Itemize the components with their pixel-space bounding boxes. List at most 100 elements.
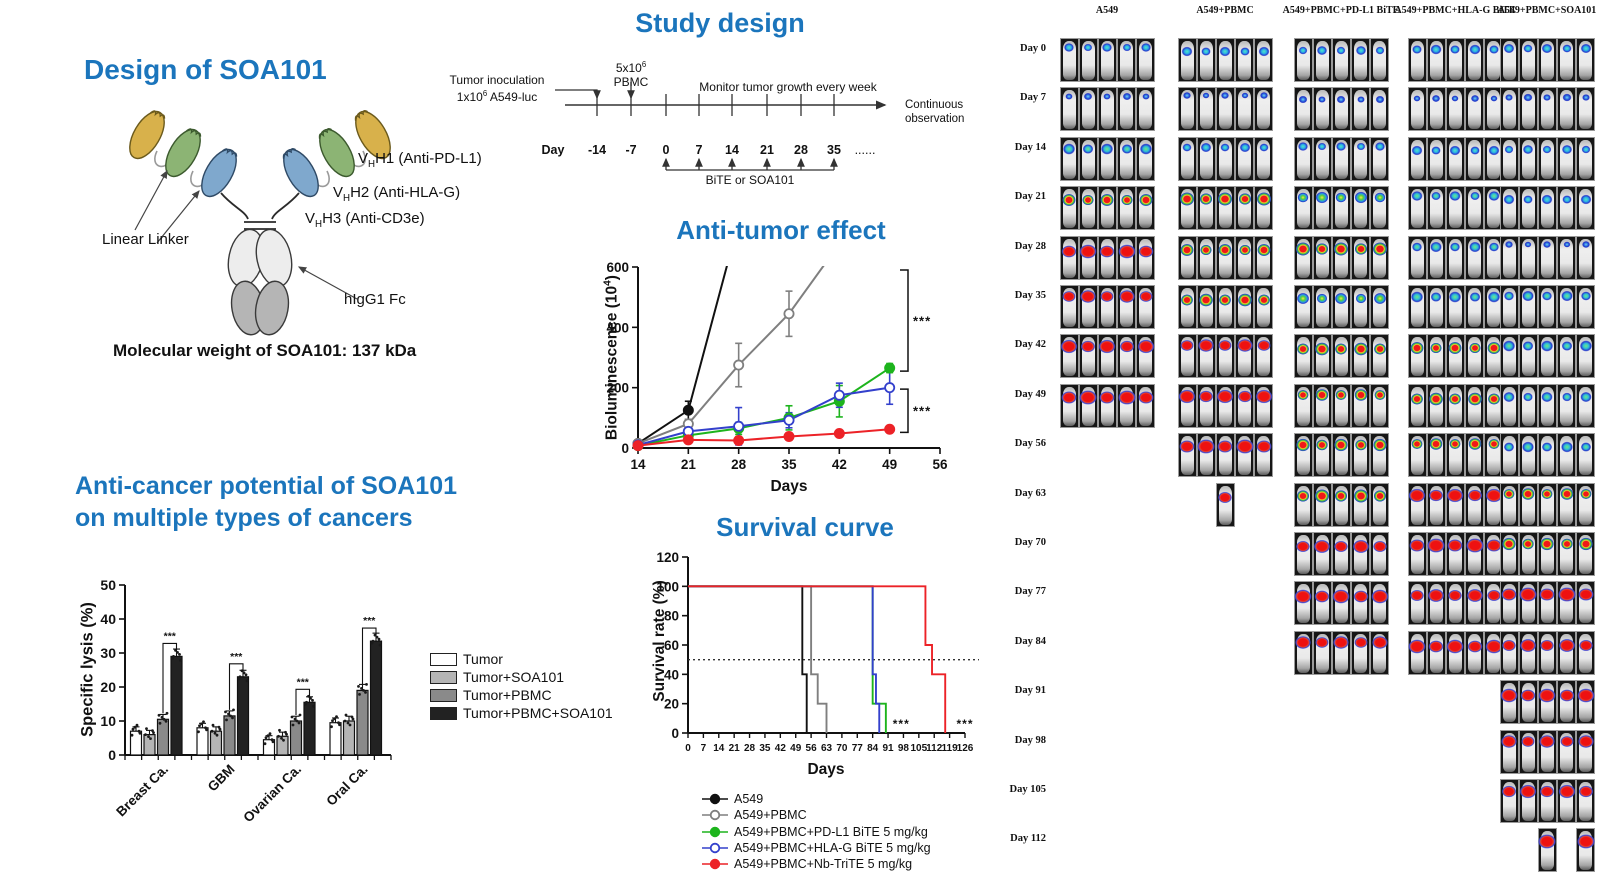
mouse-image bbox=[1098, 334, 1117, 379]
tumor-signal-spot bbox=[1580, 291, 1591, 301]
tumor-signal-spot bbox=[1577, 734, 1594, 748]
mouse-image bbox=[1294, 285, 1313, 329]
mouse-image bbox=[1538, 383, 1557, 428]
tumor-signal-spot bbox=[1579, 340, 1592, 352]
mouse-image bbox=[1484, 87, 1503, 132]
timeline-day-word: Day bbox=[542, 143, 565, 157]
mouse-image bbox=[1408, 186, 1427, 231]
tumor-signal-spot bbox=[1561, 144, 1572, 154]
tumor-signal-spot bbox=[1539, 734, 1556, 748]
tumor-signal-spot bbox=[1524, 241, 1532, 248]
tumor-signal-spot bbox=[1411, 145, 1423, 156]
mouse-body bbox=[1139, 90, 1152, 130]
scatter-dot bbox=[312, 704, 315, 708]
y-tick-label: 0 bbox=[671, 726, 679, 741]
mouse-image bbox=[1408, 581, 1427, 626]
x-tick-label: 14 bbox=[713, 743, 725, 754]
tumor-signal-spot bbox=[1102, 43, 1113, 52]
y-tick-label: 100 bbox=[656, 579, 679, 594]
mouse-image bbox=[1576, 136, 1595, 181]
y-tick-label: 0 bbox=[621, 441, 629, 456]
study-design-title: Study design bbox=[635, 8, 805, 38]
mouse-image bbox=[1519, 433, 1538, 478]
mouse-image bbox=[1178, 87, 1197, 132]
mouse-image bbox=[1519, 482, 1538, 527]
scatter-dot bbox=[202, 720, 205, 724]
day-label: Day 70 bbox=[1014, 537, 1046, 548]
tumor-signal-spot bbox=[1354, 191, 1367, 204]
significance-stars: *** bbox=[230, 651, 243, 663]
mouse-image bbox=[1576, 828, 1595, 873]
tumor-signal-spot bbox=[1540, 639, 1555, 652]
mouse-image bbox=[1294, 383, 1313, 428]
tumor-signal-spot bbox=[1557, 587, 1576, 603]
significance-stars: *** bbox=[363, 615, 376, 627]
mouse-image bbox=[1178, 285, 1197, 329]
pbmc-injection-label: 5x106 PBMC bbox=[613, 60, 649, 89]
mouse-image bbox=[1178, 334, 1197, 379]
scatter-dot bbox=[244, 673, 248, 677]
mouse-image bbox=[1446, 630, 1465, 675]
tumor-signal-spot bbox=[1446, 639, 1465, 654]
tumor-signal-spot bbox=[1258, 46, 1270, 57]
tumor-signal-spot bbox=[1296, 540, 1311, 553]
mouse-image bbox=[1254, 433, 1273, 478]
tumor-signal-spot bbox=[1219, 46, 1231, 57]
tumor-signal-spot bbox=[1079, 244, 1098, 259]
mouse-image bbox=[1500, 680, 1519, 725]
tumor-signal-spot bbox=[1298, 46, 1308, 55]
mouse-body bbox=[1219, 90, 1232, 130]
tumor-signal-spot bbox=[1100, 290, 1115, 303]
data-point bbox=[833, 389, 845, 401]
tumor-signal-spot bbox=[1137, 340, 1155, 354]
tumor-signal-spot bbox=[1543, 145, 1552, 154]
mouse-image bbox=[1332, 285, 1351, 329]
mouse-image bbox=[1576, 87, 1595, 132]
mouse-image bbox=[1465, 87, 1484, 132]
timeline-day-number: 21 bbox=[760, 143, 774, 157]
scatter-dot bbox=[225, 718, 228, 722]
tumor-signal-spot bbox=[1576, 834, 1595, 850]
y-tick-label: 600 bbox=[606, 260, 629, 275]
tumor-signal-spot bbox=[1239, 142, 1250, 153]
tumor-signal-spot bbox=[1412, 45, 1423, 54]
mouse-body bbox=[1541, 238, 1554, 278]
tumor-signal-spot bbox=[1100, 194, 1115, 207]
significance-stars: *** bbox=[913, 404, 931, 419]
mouse-image bbox=[1427, 630, 1446, 675]
tumor-signal-spot bbox=[1140, 43, 1151, 52]
scatter-dot bbox=[158, 721, 162, 725]
mouse-image bbox=[1538, 285, 1557, 329]
tumor-signal-spot bbox=[1560, 441, 1573, 453]
mouse-image bbox=[1576, 532, 1595, 576]
legend-label: A549 bbox=[734, 792, 764, 807]
tumor-signal-spot bbox=[1297, 343, 1310, 356]
tumor-signal-spot bbox=[1202, 92, 1210, 99]
vhh3-domain-blue bbox=[282, 147, 319, 198]
mouse-image bbox=[1098, 383, 1117, 428]
x-tick-label: 21 bbox=[729, 743, 741, 754]
scatter-dot bbox=[305, 700, 308, 704]
tumor-signal-spot bbox=[1560, 487, 1574, 500]
tumor-signal-spot bbox=[1080, 290, 1097, 303]
tumor-signal-spot bbox=[1523, 44, 1533, 53]
x-tick-label: 105 bbox=[910, 743, 927, 754]
tumor-signal-spot bbox=[1523, 93, 1533, 102]
mouse-image bbox=[1294, 433, 1313, 478]
mouse-image bbox=[1370, 285, 1389, 329]
mouse-image bbox=[1500, 87, 1519, 132]
legend-item: A549+PBMC+HLA-G BiTE 5 mg/kg bbox=[702, 840, 931, 856]
scatter-dot bbox=[344, 713, 348, 717]
tumor-signal-spot bbox=[1502, 639, 1517, 652]
day-label: Day 56 bbox=[1014, 438, 1046, 450]
tumor-signal-spot bbox=[1412, 242, 1423, 252]
mouse-image bbox=[1216, 38, 1235, 82]
x-tick-label: 49 bbox=[790, 743, 802, 754]
mouse-image bbox=[1576, 581, 1595, 626]
y-tick-label: 40 bbox=[664, 667, 679, 682]
legend-item: A549 bbox=[702, 791, 931, 807]
tumor-signal-spot bbox=[1446, 488, 1464, 502]
mouse-image bbox=[1370, 630, 1389, 675]
mouse-image bbox=[1370, 383, 1389, 428]
mouse-image bbox=[1370, 235, 1389, 280]
